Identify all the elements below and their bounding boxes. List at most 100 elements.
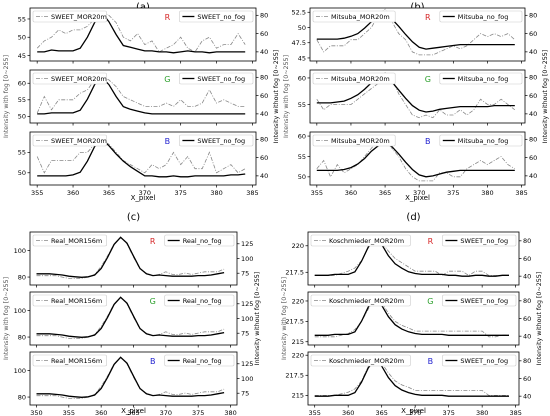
legend-label: Mitsuba_no_fog (458, 137, 509, 145)
subplot-R: 455055406080SWEET_MOR20m SWEET_no_fogR (18, 8, 269, 64)
legend-label: Koschmieder_MOR20m (329, 237, 404, 245)
x-tick-label: 385 (246, 189, 258, 197)
x-tick-label: 380 (224, 409, 236, 416)
y-left-tick-label: 80 (18, 333, 26, 341)
y-right-tick-label: 40 (260, 48, 268, 56)
legend-fog: SWEET_MOR20m (33, 135, 107, 146)
x-tick-label: 375 (174, 189, 186, 197)
x-tick-label: 375 (192, 409, 204, 416)
channel-label: R (165, 13, 171, 22)
y-left-tick-label: 100 (14, 307, 26, 315)
y-right-tick-label: 100 (241, 255, 253, 263)
legend-label: SWEET_no_fog (460, 297, 508, 305)
y-right-tick-label: 80 (260, 136, 268, 144)
y-right-tick-label: 125 (241, 360, 253, 368)
y-left-tick-label: 45 (298, 54, 306, 62)
legend-label: Mitsuba_no_fog (458, 13, 509, 21)
y-right-axis-label: Intensity without fog [0~255] (542, 50, 549, 143)
panel-label: (c) (127, 212, 140, 223)
legend-no-fog: SWEET_no_fog (179, 135, 253, 146)
y-left-tick-label: 55 (18, 15, 26, 23)
y-right-tick-label: 75 (241, 270, 249, 278)
channel-label: R (150, 237, 156, 246)
y-right-tick-label: 60 (260, 30, 268, 38)
channel-label: R (425, 13, 431, 22)
legend-fog: Real_MOR156m (33, 295, 107, 306)
y-right-tick-label: 125 (241, 240, 253, 248)
channel-label: B (425, 137, 431, 146)
subplot-G: 505560406080SWEET_MOR20m SWEET_no_fogG (18, 70, 269, 126)
legend-label: Real_MOR156m (51, 237, 102, 245)
y-right-tick-label: 40 (523, 332, 531, 340)
y-right-axis-label: Intensity without fog [0~255] (273, 50, 280, 143)
legend-no-fog: Real_no_fog (165, 295, 234, 306)
subplot-R: 217.5 220 40 60 80 Koschmieder_MOR20m SWEET_no… (285, 232, 531, 288)
x-tick-label: 355 (311, 189, 323, 197)
legend-no-fog: SWEET_no_fog (179, 11, 253, 22)
x-tick-label: 365 (375, 409, 387, 416)
y-right-axis-label: Intensity without fog [0~255] (254, 272, 261, 365)
x-tick-label: 355 (63, 409, 75, 416)
y-left-tick-label: 217.5 (285, 269, 304, 277)
x-tick-label: 360 (67, 189, 79, 197)
y-left-tick-label: 55 (298, 101, 306, 109)
legend-label: Real_MOR156m (51, 297, 102, 305)
legend-label: SWEET_no_fog (197, 75, 245, 83)
y-right-tick-label: 80 (523, 357, 531, 365)
y-left-axis-label: Intensity with fog [0~255] (3, 277, 10, 360)
chart-panel-3: (d) 217.5 220 40 60 80 Koschmieder_MOR20m SWEET… (281, 212, 543, 416)
y-left-tick-label: 45 (18, 52, 26, 60)
y-left-tick-label: 215 (292, 392, 304, 400)
y-right-tick-label: 60 (523, 255, 531, 263)
y-right-tick-label: 80 (529, 136, 537, 144)
legend-no-fog: SWEET_no_fog (442, 295, 516, 306)
y-right-tick-label: 75 (241, 330, 249, 338)
y-left-tick-label: 217.5 (285, 372, 304, 380)
legend-label: Real_MOR156m (51, 357, 102, 365)
legend-label: SWEET_MOR20m (51, 13, 107, 21)
x-tick-label: 375 (442, 409, 454, 416)
x-tick-label: 385 (509, 409, 521, 416)
y-left-tick-label: 50 (18, 169, 26, 177)
channel-label: B (150, 357, 156, 366)
x-tick-label: 360 (95, 409, 107, 416)
legend-no-fog: SWEET_no_fog (442, 355, 516, 366)
legend-fog: Mitsuba_MOR20m (313, 135, 395, 146)
x-tick-label: 355 (308, 409, 320, 416)
y-left-axis-label: Intensity with fog [0~255] (281, 277, 288, 360)
legend-fog: SWEET_MOR20m (33, 11, 107, 22)
y-right-tick-label: 80 (260, 12, 268, 20)
y-right-tick-label: 125 (241, 300, 253, 308)
legend-fog: SWEET_MOR20m (33, 73, 107, 84)
y-right-tick-label: 60 (529, 92, 537, 100)
legend-label: Real_no_fog (183, 357, 222, 365)
legend-label: SWEET_MOR20m (51, 75, 107, 83)
legend-label: SWEET_no_fog (460, 237, 508, 245)
y-left-tick-label: 50 (298, 24, 306, 32)
legend-label: Mitsuba_MOR20m (331, 75, 390, 83)
y-left-tick-label: 52.5 (292, 9, 306, 17)
subplot-R: 45 47.5 50 52.5 40 60 80 Mitsuba_MOR20m Mitsuba_… (292, 8, 538, 64)
x-tick-label: 350 (30, 409, 42, 416)
legend-label: Koschmieder_MOR20m (329, 297, 404, 305)
legend-no-fog: SWEET_no_fog (179, 73, 253, 84)
x-axis-label: X_pixel (121, 407, 146, 415)
y-right-tick-label: 80 (523, 297, 531, 305)
legend-label: Koschmieder_MOR20m (329, 357, 404, 365)
x-tick-label: 375 (447, 189, 459, 197)
y-right-tick-label: 80 (523, 237, 531, 245)
y-right-tick-label: 40 (529, 110, 537, 118)
chart-panel-0: (a) 45 50 55 40 60 80 SWEET_MOR20m SWEET_no_fog R… (3, 2, 280, 202)
y-right-axis-label: Intensity without fog [0~255] (536, 272, 543, 365)
y-right-tick-label: 40 (523, 392, 531, 400)
panel-label: (d) (406, 212, 420, 223)
y-left-tick-label: 55 (18, 96, 26, 104)
y-right-tick-label: 40 (529, 48, 537, 56)
y-left-tick-label: 220 (292, 242, 304, 250)
y-right-tick-label: 80 (529, 74, 537, 82)
y-right-tick-label: 60 (529, 154, 537, 162)
chart-panel-1: (b) 45 47.5 50 52.5 40 60 80 Mitsuba_MOR20m Mitsu… (283, 2, 549, 202)
legend-fog: Real_MOR156m (33, 355, 107, 366)
legend-no-fog: SWEET_no_fog (442, 235, 516, 246)
